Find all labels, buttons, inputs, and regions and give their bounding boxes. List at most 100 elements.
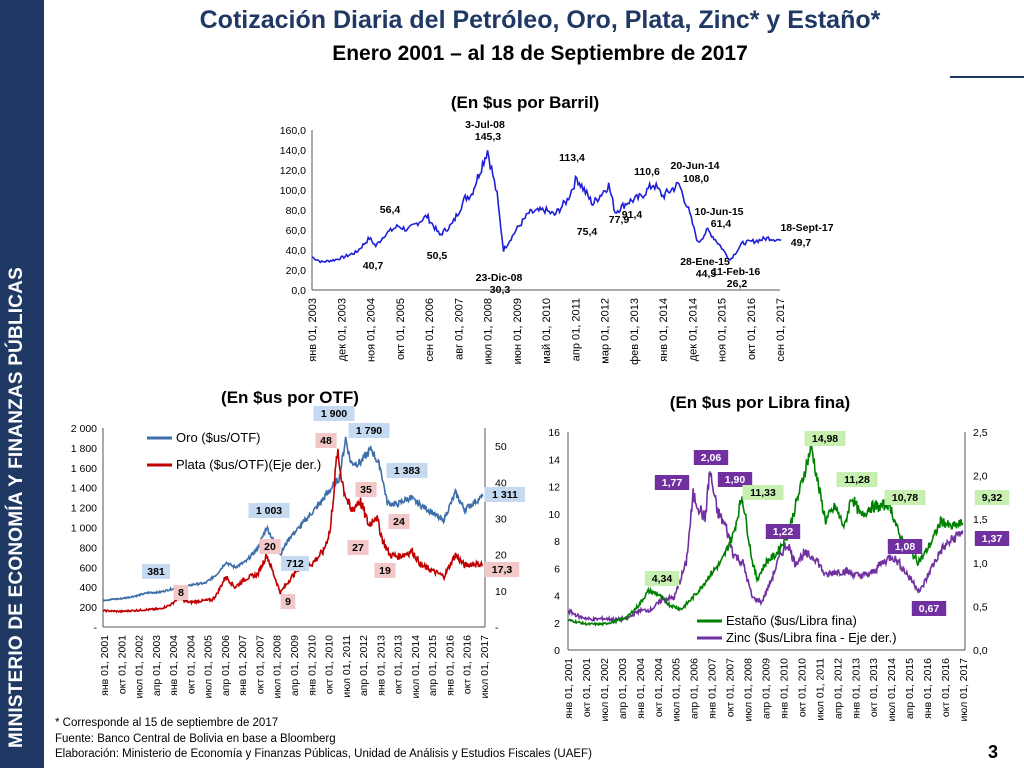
oil-annotation-label: 10-Jun-15: [694, 206, 743, 218]
page-number: 3: [988, 742, 999, 762]
gold-x-tick: окт 01, 2016: [462, 635, 474, 694]
sidebar-bar: MINISTERIO DE ECONOMÍA Y FINANZAS PÚBLIC…: [0, 0, 44, 768]
tin-y-tick: 14: [548, 454, 560, 466]
oil-annotation-label: 11-Feb-16: [712, 266, 761, 278]
silver-y-tick: -: [495, 622, 499, 634]
footnotes: * Corresponde al 15 de septiembre de 201…: [55, 716, 592, 763]
gold-silver-annotation-label: 9: [285, 596, 291, 608]
tin-chart-title: (En $us por Libra fina): [670, 393, 850, 412]
oil-annotation-label: 3-Jul-08: [465, 119, 505, 131]
gold-x-tick: июл 01, 2005: [203, 635, 215, 699]
gold-x-tick: июл 01, 2008: [272, 635, 284, 699]
oil-plot-area: 0,0 20,0 40,0 60,0 80,0 100,0 120,0 140,0 160,0 я…: [280, 119, 834, 365]
oil-y-tick: 60,0: [286, 225, 307, 237]
oil-annotation-label: 30,3: [490, 284, 511, 296]
gold-silver-annotation-label-box: [484, 487, 525, 502]
gold-y-tick: 600: [79, 562, 97, 574]
oil-annotation-label: 23-Dic-08: [476, 272, 523, 284]
tin-plot-area: 0 2 4 6 8 10 12 14 16 0,0 0,5 1,0 1,5 2,0 2,5 янв 01, 2…: [548, 427, 1010, 722]
tin-x-tick: окт 01, 2001: [581, 658, 593, 717]
gold-x-tick: янв 01, 2010: [306, 635, 318, 696]
zinc-y-tick: 1,0: [973, 558, 988, 570]
tin-x-tick: апр 01, 2012: [832, 658, 844, 719]
gold-x-tick: янв 01, 2004: [168, 635, 180, 696]
oil-annotation-label: 50,5: [427, 250, 448, 262]
gold-y-tick: 1 800: [71, 443, 97, 455]
gold-silver-annotation-label: 1 311: [492, 489, 518, 501]
oil-x-tick: июн 01, 2009: [512, 298, 524, 364]
oil-x-tick: сен 01, 2017: [775, 298, 787, 362]
gold-plot-area: - 200 400 600 800 1 000 1 200 1 400 1 600 1 800 2 …: [71, 406, 525, 698]
gold-silver-annotation-label-box: [313, 406, 355, 421]
gold-x-tick: апр 01, 2003: [151, 635, 163, 696]
gold-silver-annotation-label: 17,3: [492, 564, 513, 576]
gold-x-tick: окт 01, 2013: [393, 635, 405, 694]
tin-y-tick: 10: [548, 509, 560, 521]
tin-zinc-annotation-label: 1,22: [773, 526, 794, 538]
tin-zinc-annotation-label-box: [884, 490, 926, 505]
zinc-y-tick: 1,5: [973, 514, 988, 526]
gold-silver-annotation-label: 8: [178, 587, 184, 599]
oil-annotation-label: 61,4: [711, 218, 732, 230]
oil-y-tick: 80,0: [286, 205, 307, 217]
tin-price-line: [567, 441, 964, 627]
gold-y-tick: 1 600: [71, 463, 97, 475]
tin-x-tick: апр 01, 2015: [904, 658, 916, 719]
oil-x-tick: окт 01, 2005: [395, 298, 407, 360]
tin-x-tick: окт 01, 2010: [796, 658, 808, 717]
gold-silver-annotation-label-box: [374, 563, 396, 578]
tin-zinc-annotation-label-box: [765, 524, 801, 539]
oil-annotation-label: 40,7: [363, 260, 384, 272]
gold-silver-annotation-label: 712: [286, 558, 304, 570]
tin-x-tick: янв 01, 2010: [778, 658, 790, 719]
tin-x-tick: июл 01, 2014: [886, 658, 898, 722]
tin-x-tick: апр 01, 2003: [617, 658, 629, 719]
oil-y-tick: 0,0: [291, 285, 306, 297]
tin-zinc-annotation-label-box: [974, 531, 1010, 546]
silver-y-tick: 10: [495, 586, 507, 598]
gold-x-tick: окт 01, 2001: [116, 635, 128, 694]
gold-x-tick: окт 01, 2007: [254, 635, 266, 694]
tin-y-tick: 12: [548, 482, 560, 494]
tin-zinc-annotation-label: 1,77: [662, 477, 683, 489]
tin-zinc-annotation-label: 14,98: [812, 433, 838, 445]
gold-silver-annotation-label-box: [142, 564, 170, 579]
oil-annotation-label: 91,4: [622, 209, 643, 221]
oil-annotation-label: 108,0: [683, 173, 709, 185]
oil-annotation-label: 110,6: [634, 166, 660, 178]
zinc-y-tick: 0,5: [973, 601, 988, 613]
oil-annotation-label: 75,4: [577, 226, 598, 238]
oil-x-tick: июл 01, 2008: [483, 298, 495, 364]
silver-legend-label: Plata ($us/OTF)(Eje der.): [176, 457, 321, 472]
tin-x-tick: июл 01, 2011: [814, 658, 826, 721]
tin-zinc-annotation-label: 2,06: [701, 452, 722, 464]
tin-x-tick: июл 01, 2008: [743, 658, 755, 722]
tin-x-tick: янв 01, 2007: [707, 658, 719, 719]
tin-x-tick: окт 01, 2016: [940, 658, 952, 717]
gold-y-tick: 400: [79, 582, 97, 594]
oil-price-line: [311, 150, 782, 264]
silver-y-tick: 30: [495, 513, 507, 525]
gold-x-tick: окт 01, 2004: [185, 635, 197, 694]
oil-y-tick: 120,0: [280, 165, 306, 177]
oil-y-tick: 20,0: [286, 265, 307, 277]
gold-x-tick: июл 01, 2011: [341, 635, 353, 698]
silver-price-line: [102, 448, 484, 614]
tin-x-tick: окт 01, 2007: [725, 658, 737, 717]
zinc-legend-label: Zinc ($us/Libra fina - Eje der.): [726, 630, 897, 645]
oil-annotation-label: 145,3: [475, 131, 501, 143]
tin-x-tick: янв 01, 2001: [563, 658, 575, 719]
tin-x-tick: апр 01, 2009: [761, 658, 773, 719]
oil-annotation-label: 28-Ene-15: [680, 256, 730, 268]
tin-y-tick: 4: [554, 591, 560, 603]
tin-zinc-chart: (En $us por Libra fina) 0 2 4 6 8 10 12 14 16 0,0…: [548, 393, 1010, 722]
gold-y-tick: 2 000: [71, 423, 97, 435]
oil-x-tick: сен 01, 2006: [424, 298, 436, 362]
oil-annotation-label: 113,4: [559, 152, 585, 164]
gold-x-tick: янв 01, 2007: [237, 635, 249, 696]
gold-silver-annotation-label-box: [347, 540, 369, 555]
tin-x-tick: окт 01, 2013: [868, 658, 880, 717]
gold-silver-annotation-label-box: [173, 585, 189, 600]
oil-chart-title: (En $us por Barril): [451, 93, 599, 112]
tin-x-tick: янв 01, 2013: [850, 658, 862, 719]
